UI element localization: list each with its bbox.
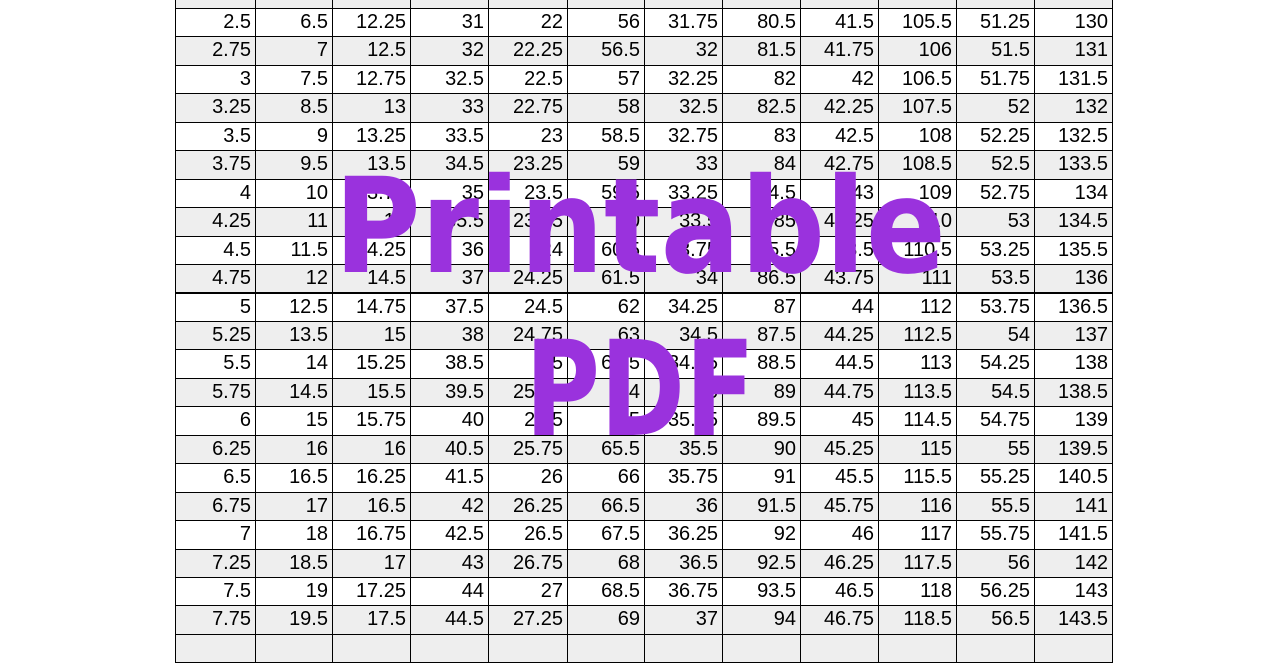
table-cell: 116 (878, 491, 957, 522)
table-cell: 7.25 (175, 548, 256, 578)
table-cell: 53 (956, 207, 1035, 237)
table-cell: 112.5 (878, 320, 957, 351)
table-cell: 13 (332, 93, 411, 123)
table-cell: 43.25 (800, 207, 879, 237)
table-cell: 6.25 (175, 434, 256, 465)
table-cell: 133.5 (1034, 150, 1113, 180)
table-cell: 15 (332, 320, 411, 351)
table-cell: 33 (410, 93, 489, 123)
table-cell: 7 (255, 36, 333, 66)
table-cell: 44.5 (410, 605, 489, 635)
size-table: 2.5 6.5 12.25 31 22 56 31.75 80.5 41.5 105.5 51.25… (175, 0, 1113, 663)
table-cell: 51.5 (956, 36, 1035, 66)
table-cell: 115 (878, 434, 957, 465)
table-cell: 82.5 (722, 93, 801, 123)
table-cell: 26.25 (488, 491, 568, 522)
table-cell: 44.75 (800, 377, 879, 408)
table-cell: 13.5 (255, 320, 333, 351)
table-cell: 60 (567, 207, 645, 237)
table-cell: 14.5 (255, 377, 333, 408)
table-cell: 55 (956, 434, 1035, 465)
table-cell: 42.25 (800, 93, 879, 123)
table-cell: 53.5 (956, 264, 1035, 294)
table-cell: 54 (956, 320, 1035, 351)
table-cell: 43.75 (800, 264, 879, 294)
table-cell: 17.5 (332, 605, 411, 635)
table-cell: 69 (567, 605, 645, 635)
table-cell: 37 (644, 605, 723, 635)
table-cell: 8.5 (255, 93, 333, 123)
table-cell: 45.25 (800, 434, 879, 465)
table-cell: 139.5 (1034, 434, 1113, 465)
table-cell: 3.75 (175, 150, 256, 180)
table-cell: 39.5 (410, 377, 489, 408)
table-cell: 32 (410, 36, 489, 66)
table-cell: 131 (1034, 36, 1113, 66)
table-cell: 27.25 (488, 605, 568, 635)
table-cell: 86.5 (722, 264, 801, 294)
watermark-line: Printable (334, 150, 946, 304)
table-cell: 52.5 (956, 150, 1035, 180)
table-cell: 45.75 (800, 491, 879, 522)
table-cell: 38 (410, 320, 489, 351)
table-cell: 23.25 (488, 150, 568, 180)
page: 2.5 6.5 12.25 31 22 56 31.75 80.5 41.5 105.5 51.25… (175, 0, 1113, 663)
table-cell: 42 (410, 491, 489, 522)
table-cell: 5.25 (175, 320, 256, 351)
table-cell: 132 (1034, 93, 1113, 123)
table-cell: 4.75 (175, 264, 256, 294)
table-cell: 42.75 (800, 150, 879, 180)
table-cell: 25.25 (488, 377, 568, 408)
table-cell: 134.5 (1034, 207, 1113, 237)
table-cell: 7.75 (175, 605, 256, 635)
table-cell: 56.5 (567, 36, 645, 66)
table-cell: 2.75 (175, 36, 256, 66)
table-cell: 142 (1034, 548, 1113, 578)
table-cell: 85 (722, 207, 801, 237)
table-cell: 16 (332, 434, 411, 465)
table-cell: 63 (567, 320, 645, 351)
table-cell: 44.25 (800, 320, 879, 351)
table-cell: 118.5 (878, 605, 957, 635)
table-cell: 18.5 (255, 548, 333, 578)
table-cell: 26.75 (488, 548, 568, 578)
table-cell: 22.75 (488, 93, 568, 123)
table-cell: 17 (332, 548, 411, 578)
table-cell: 22.25 (488, 36, 568, 66)
table-cell: 143.5 (1034, 605, 1113, 635)
watermark: Printable PDF (334, 150, 946, 467)
table-cell: 46.75 (800, 605, 879, 635)
table-cell: 89 (722, 377, 801, 408)
table-cell: 68 (567, 548, 645, 578)
table-cell: 4.25 (175, 207, 256, 237)
table-cell: 106 (878, 36, 957, 66)
table-cell: 24.75 (488, 320, 568, 351)
table-cell: 36 (644, 491, 723, 522)
watermark-line: PDF (525, 313, 755, 467)
table-cell: 25.75 (488, 434, 568, 465)
table-cell: 65.5 (567, 434, 645, 465)
table-cell: 61.5 (567, 264, 645, 294)
table-cell: 23.75 (488, 207, 568, 237)
table-cell: 35 (644, 377, 723, 408)
table-cell: 34.5 (644, 320, 723, 351)
table-cell: 94 (722, 605, 801, 635)
table-cell: 136 (1034, 264, 1113, 294)
table-cell: 32.5 (644, 93, 723, 123)
table-cell: 54.5 (956, 377, 1035, 408)
table-cell: 35.5 (644, 434, 723, 465)
